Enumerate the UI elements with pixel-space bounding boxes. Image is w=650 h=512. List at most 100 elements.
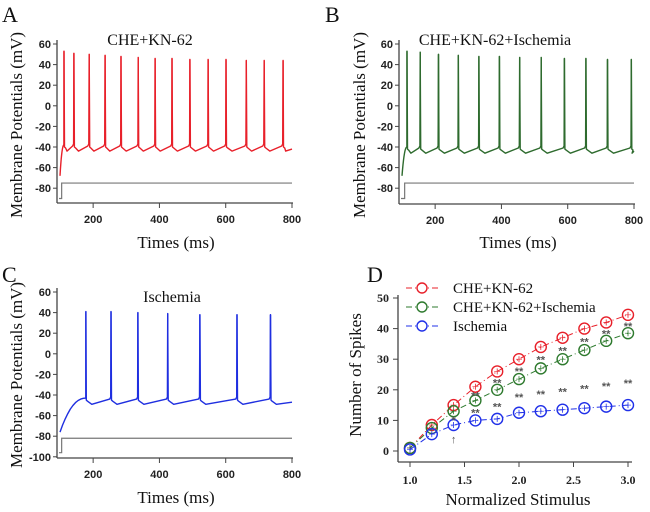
marker [512,406,526,419]
data-point [534,340,547,354]
marker [556,331,569,344]
y-tick-label: 40 [39,308,51,320]
significance-marker: ** [471,391,480,403]
marker [534,340,547,354]
data-point [534,405,547,418]
data-point [469,414,482,427]
marker [491,412,504,426]
data-point [512,353,526,366]
data-point [556,403,569,416]
data-point [600,316,613,329]
y-tick-label: -80 [377,183,393,195]
panel-letter: A [2,2,18,27]
marker [621,308,635,322]
panel-a: A CHE+KN-62 Membrane Potentials (mV) Times … [2,2,301,252]
marker [512,353,526,366]
stimulus-trace [59,437,292,454]
data-point [491,365,504,378]
y-tick-label: 0 [45,101,51,113]
y-tick-label: -40 [35,390,51,402]
x-tick-label: 1.5 [457,473,472,487]
significance-marker: ** [580,336,589,348]
arrow-annotation: ↑ [451,434,457,446]
legend: CHE+KN-62 CHE+KN-62+Ischemia Ischemia [406,281,596,335]
marker [600,334,613,348]
marker [578,401,591,415]
x-tick-label: 400 [492,215,510,227]
marker [621,326,635,340]
marker [578,322,591,335]
series-line [409,332,629,449]
marker [491,365,504,378]
significance-marker: ** [537,355,546,367]
data-point [512,372,526,386]
x-tick-label: 800 [283,469,301,481]
y-tick-label: 0 [45,349,51,361]
y-axis-label: Membrane Potentials (mV) [350,32,369,218]
data-point [447,405,460,418]
data-point [534,362,547,375]
series-che-kn-62-ischemia [403,326,635,455]
data-point [600,334,613,348]
marker [556,403,569,416]
series-line [409,314,629,449]
data-point [403,443,417,456]
y-tick-label: -60 [35,411,51,423]
legend-marker [416,282,428,294]
significance-marker: ** [602,329,611,341]
membrane-trace [401,50,635,176]
y-tick-label: -100 [29,452,51,464]
marker [534,362,547,375]
marker [556,353,569,366]
data-point [621,326,635,340]
y-axis-label: Number of Spikes [346,313,365,437]
y-axis-label: Membrane Potentials (mV) [7,32,26,218]
x-tick-label: 600 [217,214,235,226]
y-tick-label: -20 [35,369,51,381]
y-tick-label: -60 [35,163,51,175]
significance-marker: ** [624,378,633,390]
marker [469,414,482,427]
y-tick-label: 60 [39,39,51,51]
x-tick-label: 2.0 [512,473,527,487]
legend-item: CHE+KN-62 [406,281,533,297]
data-point [469,394,482,407]
data-point [491,412,504,426]
x-tick-label: 400 [150,214,168,226]
data-point [512,406,526,419]
significance-marker: ** [493,401,502,413]
x-tick-label: 200 [426,215,444,227]
x-tick-label: 800 [625,215,643,227]
panel-c: C Ischemia Membrane Potentials (mV) Times (… [2,262,301,507]
marker [403,443,417,456]
y-tick-label: 60 [39,287,51,299]
data-point [447,418,460,432]
x-axis-label: Times (ms) [479,233,556,252]
stimulus-trace [401,182,634,200]
y-tick-label: -80 [35,183,51,195]
x-tick-label: 600 [559,215,577,227]
significance-marker: ** [558,345,567,357]
x-tick-label: 200 [84,214,102,226]
marker [469,394,482,407]
panel-b: B CHE+KN-62+Ischemia Membrane Potentials (… [325,2,643,252]
y-tick-label: 50 [377,291,389,305]
marker [534,405,547,418]
y-tick-label: 40 [39,60,51,72]
y-tick-label: -80 [35,431,51,443]
y-tick-label: 30 [377,352,389,366]
y-axis-label: Membrane Potentials (mV) [7,282,26,468]
legend-label: CHE+KN-62 [453,281,533,297]
legend-label: CHE+KN-62+Ischemia [453,300,596,316]
significance-marker: ** [471,407,480,419]
significance-marker: ** [624,321,633,333]
data-point [425,427,438,441]
panel-d: D Number of Spikes Normalized Stimulus 50 40… [346,262,636,509]
membrane-trace [59,310,293,433]
membrane-trace [59,50,293,176]
data-point [491,383,504,396]
x-axis-label: Normalized Stimulus [446,490,591,509]
data-point [578,322,591,335]
marker [600,400,613,413]
y-tick-label: -60 [377,163,393,175]
